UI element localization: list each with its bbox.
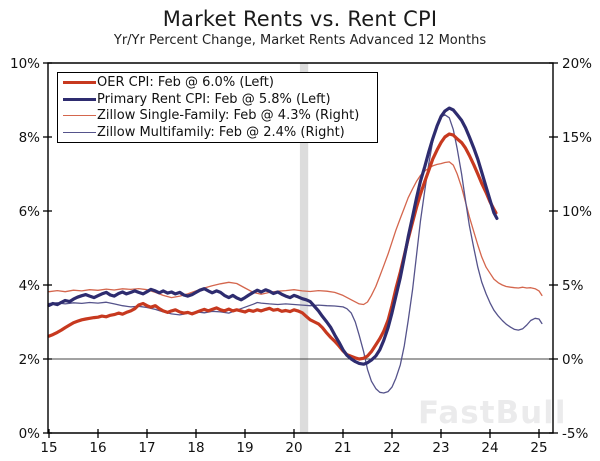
right-axis-tick-label: 5% <box>562 278 584 294</box>
right-axis-tick-label: 20% <box>562 56 592 72</box>
legend-item-label: OER CPI: Feb @ 6.0% (Left) <box>97 75 274 91</box>
x-axis-tick-label: 21 <box>334 440 351 456</box>
legend-item-label: Primary Rent CPI: Feb @ 5.8% (Left) <box>97 91 331 107</box>
chart-title: Market Rents vs. Rent CPI <box>162 7 438 31</box>
x-axis-tick-label: 23 <box>432 440 449 456</box>
chart-legend: OER CPI: Feb @ 6.0% (Left) Primary Rent C… <box>57 72 378 143</box>
left-axis-tick-label: 6% <box>19 204 41 220</box>
series-line-oer-cpi <box>47 132 498 361</box>
x-axis-tick-label: 18 <box>187 440 204 456</box>
left-axis-tick-label: 10% <box>10 56 40 72</box>
x-axis-tick-label: 17 <box>138 440 155 456</box>
legend-line-sample <box>63 97 96 101</box>
legend-line-sample <box>63 81 96 85</box>
legend-item-label: Zillow Multifamily: Feb @ 2.4% (Right) <box>97 124 345 140</box>
x-axis-tick-label: 22 <box>383 440 400 456</box>
recession-band <box>299 63 309 433</box>
legend-item-zillow-multifamily: Zillow Multifamily: Feb @ 2.4% (Right) <box>63 124 377 140</box>
right-axis-tick-label: -5% <box>562 426 588 442</box>
x-axis-tick-label: 24 <box>481 440 498 456</box>
series-line-zillow-single-family <box>48 161 543 306</box>
series-line-primary-rent-cpi <box>47 106 499 366</box>
left-axis-tick-label: 0% <box>19 426 41 442</box>
legend-line-sample <box>63 115 96 117</box>
left-axis-tick-label: 4% <box>19 278 41 294</box>
right-axis-tick-label: 10% <box>562 204 592 220</box>
chart-subtitle: Yr/Yr Percent Change, Market Rents Advan… <box>113 33 487 48</box>
x-axis-tick-label: 16 <box>89 440 106 456</box>
x-axis-tick-label: 25 <box>530 440 547 456</box>
left-axis-tick-label: 8% <box>19 130 41 146</box>
legend-item-zillow-single-family: Zillow Single-Family: Feb @ 4.3% (Right) <box>63 108 377 124</box>
series-line-zillow-multifamily <box>48 114 543 394</box>
legend-item-primary-rent-cpi: Primary Rent CPI: Feb @ 5.8% (Left) <box>63 91 377 107</box>
x-axis-tick-label: 19 <box>236 440 253 456</box>
x-axis-tick-label: 20 <box>285 440 302 456</box>
legend-line-sample <box>63 131 96 133</box>
x-axis-tick-label: 15 <box>40 440 57 456</box>
left-axis-tick-label: 2% <box>19 352 41 368</box>
legend-item-oer-cpi: OER CPI: Feb @ 6.0% (Left) <box>63 75 377 91</box>
legend-item-label: Zillow Single-Family: Feb @ 4.3% (Right) <box>97 108 360 124</box>
right-axis-tick-label: 0% <box>562 352 584 368</box>
right-axis-tick-label: 15% <box>562 130 592 146</box>
